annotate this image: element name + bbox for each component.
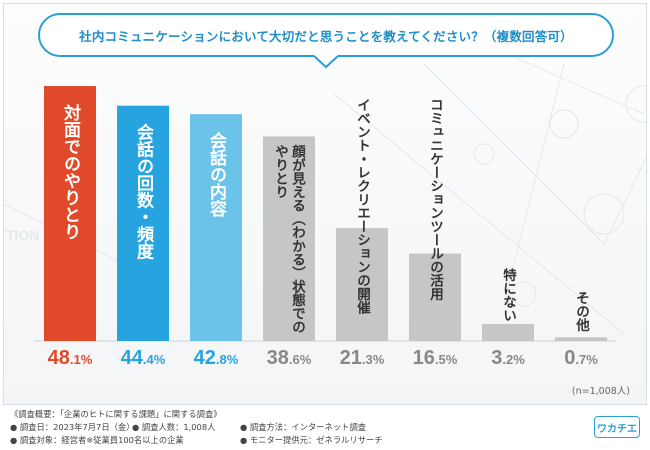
survey-method: ● 調査方法：インターネット調査 — [240, 422, 367, 432]
category-label-7: 特にない — [500, 267, 517, 322]
wakachie-logo: ワカチエ — [594, 416, 640, 438]
bar-3 — [190, 114, 242, 341]
value-label-5: 21.3% — [340, 347, 385, 369]
survey-count: ● 調査人数：1,008人 — [132, 422, 216, 432]
bar-1 — [44, 86, 96, 341]
value-label-4: 38.6% — [267, 347, 312, 369]
chart-title: 社内コミュニケーションにおいて大切だと思うことを教えてください？（複数回答可） — [38, 13, 614, 57]
survey-target: ● 調査対象：経営者※従業員100名以上の企業 — [10, 435, 184, 445]
bar-6 — [409, 253, 461, 341]
category-label-5: イベント・レクリエーションの開催 — [354, 98, 371, 315]
category-label-6: コミュニケーションツールの活用 — [427, 98, 444, 302]
category-label-8: その他 — [573, 291, 591, 333]
title-bubble-tail — [314, 55, 338, 69]
bar-2 — [117, 105, 169, 342]
bar-5 — [336, 228, 388, 341]
bar-8 — [555, 337, 607, 341]
survey-summary: 《調査概要：「企業のヒトに関する課題」に関する調査》 — [10, 409, 222, 419]
bar-7 — [482, 324, 534, 341]
value-label-7: 3.2% — [491, 347, 525, 369]
category-label-3: 会話の内容 — [206, 131, 227, 218]
survey-footer: 《調査概要：「企業のヒトに関する課題」に関する調査》 ● 調査日：2023年7月… — [4, 408, 644, 448]
value-label-1: 48.1% — [48, 347, 93, 369]
chart-frame — [3, 3, 647, 405]
survey-date: ● 調査日：2023年7月7日（金） — [10, 422, 135, 432]
value-label-6: 16.5% — [413, 347, 458, 369]
category-label-2: 会話の回数・頻度 — [133, 123, 155, 261]
bar-4 — [263, 136, 315, 341]
category-label-1: 対面でのやりとり — [60, 103, 82, 240]
category-label-4: 顔が見える（わかる）状態でのやりとり顔が見える（わかる）状態でのやりとり — [272, 143, 307, 334]
value-label-8: 0.7% — [564, 347, 598, 369]
value-label-2: 44.4% — [121, 347, 166, 369]
watermark-text: TION — [6, 227, 39, 243]
value-label-3: 42.8% — [194, 347, 239, 369]
sample-size-note: (n=1,008人) — [571, 386, 630, 397]
survey-provider: ● モニター提供元：ゼネラルリサーチ — [240, 435, 383, 445]
